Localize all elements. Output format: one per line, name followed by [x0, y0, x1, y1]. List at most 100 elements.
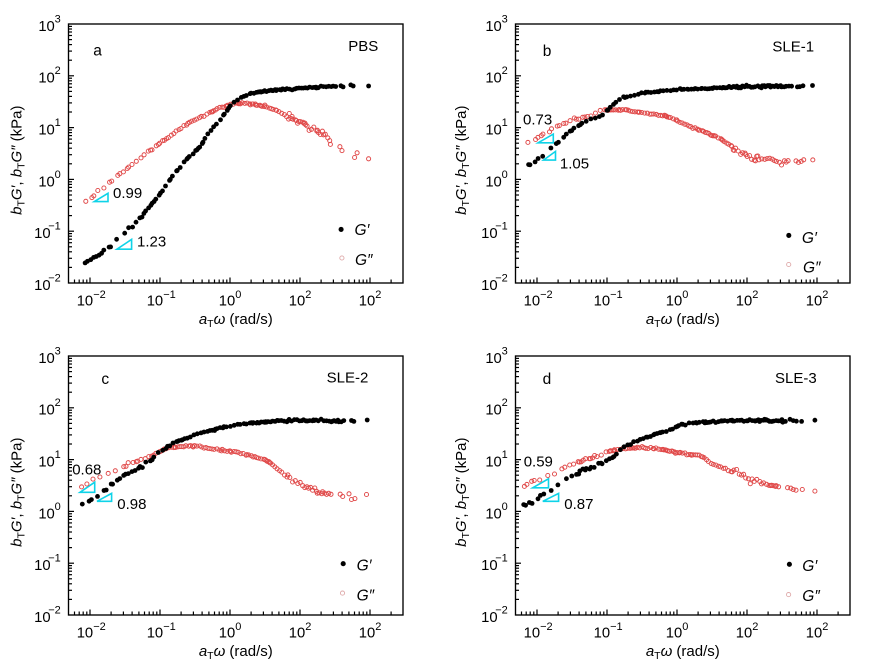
svg-text:0.59: 0.59: [524, 453, 553, 470]
svg-text:2: 2: [822, 289, 828, 301]
svg-text:10: 10: [38, 455, 54, 471]
svg-text:10: 10: [38, 71, 54, 87]
svg-text:aTω (rad/s): aTω (rad/s): [646, 311, 720, 330]
svg-text:10: 10: [594, 294, 610, 310]
svg-text:−1: −1: [610, 289, 623, 301]
svg-text:10: 10: [359, 626, 375, 642]
svg-text:−1: −1: [495, 221, 508, 233]
svg-text:G′: G′: [802, 230, 818, 247]
svg-text:10: 10: [481, 278, 497, 294]
svg-text:aTω (rad/s): aTω (rad/s): [646, 643, 720, 662]
svg-text:10: 10: [524, 626, 540, 642]
svg-text:3: 3: [502, 13, 508, 25]
svg-text:10: 10: [359, 294, 375, 310]
svg-text:10: 10: [485, 351, 501, 367]
svg-text:−1: −1: [48, 553, 61, 565]
svg-text:2: 2: [822, 621, 828, 633]
svg-text:SLE-1: SLE-1: [772, 39, 814, 56]
svg-text:SLE-2: SLE-2: [327, 369, 369, 386]
svg-text:10: 10: [594, 626, 610, 642]
svg-text:10: 10: [38, 351, 54, 367]
svg-text:PBS: PBS: [348, 38, 378, 55]
svg-text:0: 0: [235, 621, 241, 633]
svg-text:1.05: 1.05: [560, 156, 589, 173]
svg-text:−1: −1: [163, 289, 176, 301]
svg-text:1: 1: [502, 449, 508, 461]
svg-text:10: 10: [806, 626, 822, 642]
svg-text:−1: −1: [495, 553, 508, 565]
svg-text:G′: G′: [357, 558, 373, 575]
svg-text:−1: −1: [48, 221, 61, 233]
svg-text:10: 10: [34, 610, 50, 626]
svg-text:0: 0: [682, 621, 688, 633]
svg-text:10: 10: [736, 294, 752, 310]
svg-text:−2: −2: [93, 621, 106, 633]
svg-text:10: 10: [485, 123, 501, 139]
svg-text:0: 0: [235, 289, 241, 301]
svg-text:a: a: [93, 43, 102, 60]
svg-text:2: 2: [55, 65, 61, 77]
svg-text:0: 0: [682, 289, 688, 301]
svg-text:10: 10: [485, 71, 501, 87]
svg-text:10: 10: [806, 294, 822, 310]
svg-text:10: 10: [147, 294, 163, 310]
svg-text:10: 10: [38, 174, 54, 190]
svg-text:10: 10: [485, 19, 501, 35]
svg-text:bTG′, bTG″ (kPa): bTG′, bTG″ (kPa): [453, 438, 472, 547]
svg-text:10: 10: [524, 294, 540, 310]
svg-text:−2: −2: [93, 289, 106, 301]
svg-text:2: 2: [752, 289, 758, 301]
svg-text:d: d: [543, 371, 552, 388]
svg-text:2: 2: [305, 621, 311, 633]
svg-text:10: 10: [34, 226, 50, 242]
svg-text:0: 0: [55, 169, 61, 181]
svg-text:G′: G′: [355, 222, 371, 239]
svg-text:1: 1: [502, 117, 508, 129]
svg-text:G″: G″: [355, 252, 373, 269]
svg-text:G″: G″: [802, 588, 820, 605]
svg-text:−2: −2: [48, 604, 61, 616]
svg-text:bTG′, bTG″ (kPa): bTG′, bTG″ (kPa): [9, 106, 28, 215]
svg-text:3: 3: [55, 13, 61, 25]
svg-text:0.98: 0.98: [117, 496, 146, 513]
svg-text:bTG′, bTG″ (kPa): bTG′, bTG″ (kPa): [453, 106, 472, 215]
svg-text:G′: G′: [802, 558, 818, 575]
svg-text:10: 10: [485, 455, 501, 471]
svg-text:aTω (rad/s): aTω (rad/s): [199, 643, 273, 662]
svg-text:10: 10: [219, 294, 235, 310]
svg-text:G″: G″: [803, 260, 821, 277]
svg-text:0: 0: [55, 501, 61, 513]
svg-text:10: 10: [147, 626, 163, 642]
svg-text:10: 10: [481, 610, 497, 626]
svg-text:1: 1: [55, 449, 61, 461]
svg-text:0.68: 0.68: [72, 461, 101, 478]
svg-text:0.99: 0.99: [113, 185, 142, 202]
svg-text:10: 10: [485, 174, 501, 190]
svg-text:10: 10: [38, 506, 54, 522]
svg-text:SLE-3: SLE-3: [775, 370, 817, 387]
svg-text:10: 10: [289, 294, 305, 310]
svg-text:10: 10: [34, 558, 50, 574]
svg-text:10: 10: [38, 123, 54, 139]
svg-text:10: 10: [219, 626, 235, 642]
svg-text:3: 3: [55, 345, 61, 357]
svg-text:2: 2: [752, 621, 758, 633]
svg-text:10: 10: [38, 19, 54, 35]
svg-text:10: 10: [77, 294, 93, 310]
svg-text:0.87: 0.87: [564, 496, 593, 513]
svg-text:10: 10: [481, 226, 497, 242]
svg-text:c: c: [101, 371, 109, 388]
svg-text:10: 10: [289, 626, 305, 642]
svg-text:1.23: 1.23: [137, 233, 166, 250]
svg-text:2: 2: [375, 621, 381, 633]
svg-text:bTG′, bTG″ (kPa): bTG′, bTG″ (kPa): [9, 438, 28, 547]
svg-text:−1: −1: [163, 621, 176, 633]
svg-text:10: 10: [34, 278, 50, 294]
svg-text:10: 10: [736, 626, 752, 642]
svg-text:−2: −2: [495, 604, 508, 616]
svg-text:−2: −2: [48, 272, 61, 284]
svg-text:2: 2: [305, 289, 311, 301]
svg-text:−2: −2: [540, 621, 553, 633]
svg-text:10: 10: [485, 403, 501, 419]
svg-text:−1: −1: [610, 621, 623, 633]
